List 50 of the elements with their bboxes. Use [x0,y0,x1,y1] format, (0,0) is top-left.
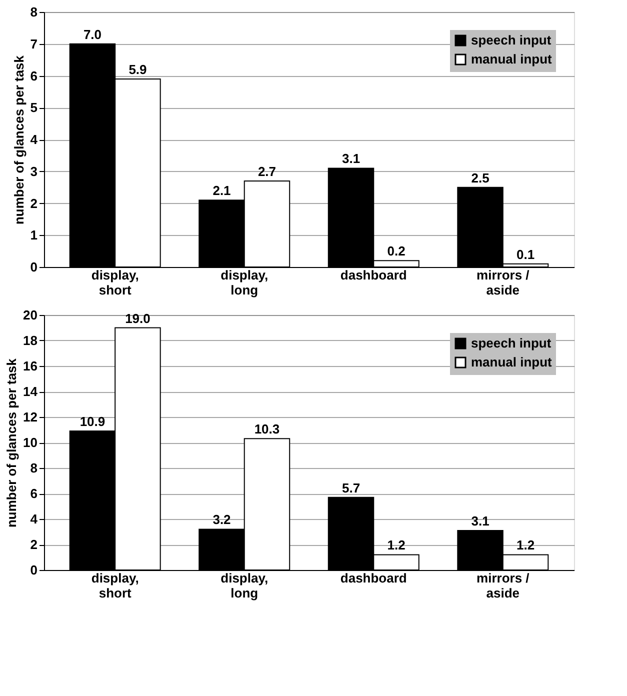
y-tick-label: 16 [23,358,38,374]
x-tick-label: mirrors / aside [476,268,530,298]
data-label: 2.1 [212,183,231,198]
y-tick-label: 2 [30,196,38,211]
y-tick-label: 3 [30,164,38,179]
x-tick-label: dashboard [340,570,407,586]
y-tick-label: 0 [30,260,38,274]
y-axis-title: number of glances per task [4,358,20,528]
y-tick-label: 4 [30,512,38,526]
data-label: 3.1 [342,151,360,166]
x-tick-label: display, short [91,570,139,600]
y-axis-title: number of glances per task [11,54,26,225]
x-tick-label: dashboard [340,268,407,282]
y-tick-label: 12 [23,410,38,424]
y-tick-label: 18 [23,333,38,348]
legend-label: manual input [471,354,553,370]
data-label: 10.9 [80,414,106,430]
legend-label: speech input [471,336,552,350]
data-label: 10.3 [254,422,280,437]
legend-label: manual input [471,52,553,66]
data-label: 0.1 [516,246,535,262]
data-label: 19.0 [125,310,150,326]
y-tick-label: 7 [30,36,38,52]
data-label: 0.2 [387,244,406,259]
legend-label: speech input [471,32,552,48]
y-tick-label: 10 [23,435,38,450]
y-tick-label: 6 [30,68,38,84]
y-tick-label: 1 [30,228,38,243]
data-label: 5.9 [128,62,147,77]
data-label: 1.2 [387,538,406,553]
y-tick-label: 0 [30,562,38,578]
data-label: 1.2 [516,538,535,553]
x-tick-label: display, long [220,268,268,298]
x-tick-label: display, short [91,268,139,298]
y-tick-label: 2 [30,537,38,552]
y-tick-label: 20 [23,308,38,322]
data-label: 5.7 [342,480,360,496]
data-label: 2.7 [258,164,276,179]
y-tick-label: 8 [30,4,38,20]
y-tick-label: 14 [23,384,38,399]
data-label: 3.1 [471,513,490,528]
data-label: 7.0 [83,26,102,42]
data-label: 2.5 [471,170,490,186]
y-tick-label: 5 [30,100,38,116]
y-tick-label: 8 [30,460,38,476]
y-tick-label: 6 [30,486,38,501]
x-tick-label: display, long [220,570,268,600]
x-tick-label: mirrors / aside [476,570,530,600]
data-label: 3.2 [212,512,231,528]
y-tick-label: 4 [30,132,38,147]
